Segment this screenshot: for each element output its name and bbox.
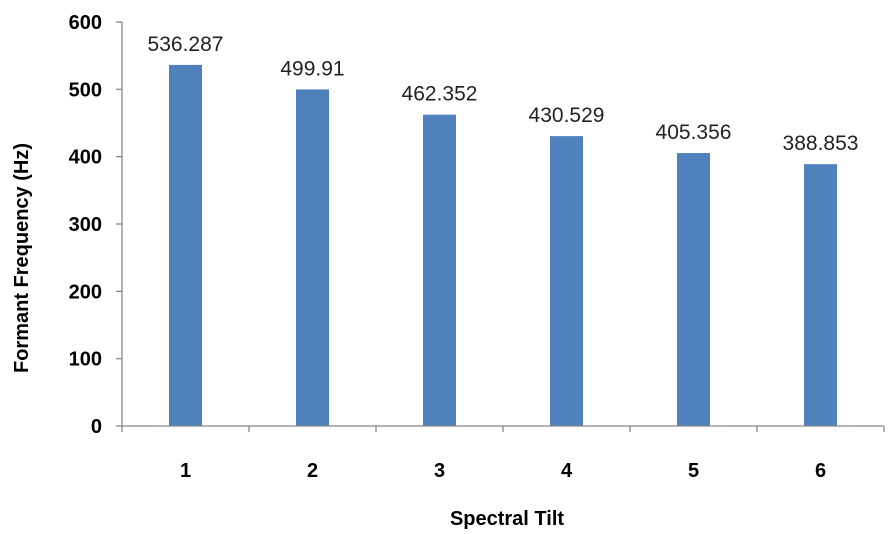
y-tick-label: 0 xyxy=(91,416,102,438)
x-axis: 1 2 3 4 5 6 xyxy=(121,425,885,482)
y-tick-label: 600 xyxy=(69,12,102,34)
x-tick-label: 1 xyxy=(180,460,191,482)
bar-3 xyxy=(423,114,456,426)
bar-5 xyxy=(677,153,710,426)
bar-6 xyxy=(804,164,837,427)
y-tick-label: 500 xyxy=(69,79,102,101)
data-label: 430.529 xyxy=(529,104,605,127)
y-tick-label: 100 xyxy=(69,349,102,371)
data-label: 536.287 xyxy=(148,33,224,56)
bar-4 xyxy=(550,136,583,426)
data-labels-group: 536.287 499.91 462.352 430.529 405.356 388.85… xyxy=(148,33,859,155)
y-tick-label: 300 xyxy=(69,214,102,236)
data-label: 388.853 xyxy=(783,132,859,155)
data-label: 405.356 xyxy=(656,121,732,144)
x-tick-label: 2 xyxy=(307,460,318,482)
y-tick-label: 400 xyxy=(69,147,102,169)
x-tick-label: 6 xyxy=(815,460,826,482)
y-tick-label: 200 xyxy=(69,281,102,303)
x-tick-label: 3 xyxy=(434,460,445,482)
data-label: 499.91 xyxy=(280,57,344,80)
x-tick-label: 4 xyxy=(561,460,573,482)
x-tick-label: 5 xyxy=(688,460,699,482)
bars-group xyxy=(169,64,837,427)
y-axis-title: Formant Frequency (Hz) xyxy=(11,143,33,373)
data-label: 462.352 xyxy=(402,83,478,106)
bar-1 xyxy=(169,64,202,426)
bar-2 xyxy=(296,89,329,427)
x-axis-title: Spectral Tilt xyxy=(450,508,564,530)
y-axis: 0 100 200 300 400 500 600 xyxy=(69,12,123,438)
